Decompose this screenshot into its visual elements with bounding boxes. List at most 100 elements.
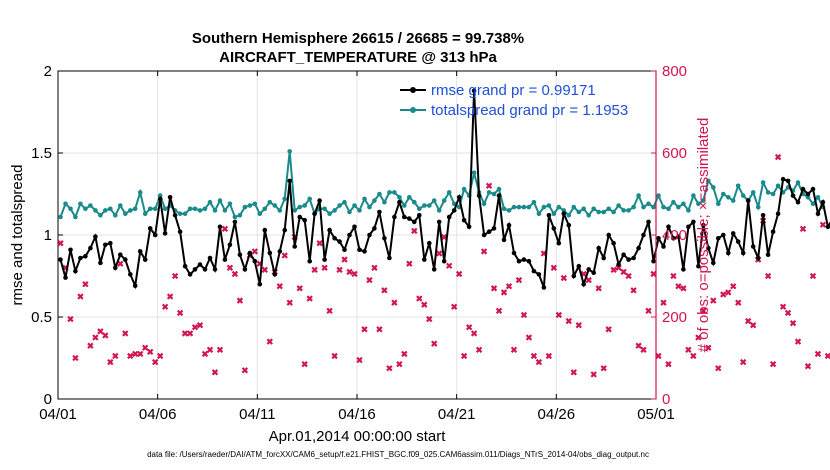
rmse-point [481,232,487,238]
obs-assimilated-point [206,346,214,353]
obs-assimilated-point [505,283,513,290]
obs-assimilated-point [191,324,199,331]
totalspread-point [795,180,801,185]
totalspread-point [446,190,452,195]
totalspread-point [108,206,113,212]
totalspread-point [726,195,731,200]
obs-assimilated-point [426,315,433,323]
rmse-point [257,281,263,287]
totalspread-point [676,204,681,210]
obs-assimilated-point [351,270,358,278]
totalspread-point [247,203,253,208]
totalspread-series [58,149,826,220]
obs-assimilated-point [301,360,308,368]
totalspread-point [666,206,671,212]
obs-assimilated-point [436,250,443,257]
obs-assimilated-point [630,287,637,294]
rmse-point [566,222,572,228]
totalspread-point [471,170,477,175]
obs-assimilated-point [241,367,249,374]
totalspread-point [496,186,502,192]
obs-assimilated-point [625,272,632,280]
obs-assimilated-point [346,268,353,276]
rmse-point [760,213,766,218]
rmse-point [820,199,826,205]
totalspread-point [257,211,263,216]
obs-assimilated-point [590,371,597,378]
totalspread-point [611,209,616,215]
obs-assimilated-point [316,240,323,247]
rmse-point [108,240,113,246]
totalspread-point [322,206,327,212]
obs-assimilated-point [366,276,373,284]
rmse-point [172,213,178,218]
obs-assimilated-point [216,346,224,353]
rmse-point [641,232,646,238]
totalspread-point [606,206,611,212]
totalspread-point [750,190,756,195]
rmse-point [755,255,761,261]
rmse-point [237,252,243,257]
rmse-point [431,267,437,272]
totalspread-point [546,203,552,208]
totalspread-point [701,198,706,203]
totalspread-point [302,203,308,208]
obs-assimilated-point [147,348,154,356]
rmse-point [596,245,601,251]
obs-assimilated-point [535,358,543,366]
totalspread-point [113,213,118,218]
obs-assimilated-point [645,307,652,315]
totalspread-point [765,190,771,195]
obs-assimilated-point [102,332,109,339]
obs-assimilated-point [814,350,822,358]
totalspread-point [292,208,298,213]
obs-assimilated-point [411,227,418,235]
rmse-point [706,245,711,251]
obs-assimilated-point [151,358,159,366]
totalspread-point [177,211,183,216]
rmse-point [611,240,616,246]
obs-assimilated-point [779,303,787,310]
obs-assimilated-point [321,264,328,271]
totalspread-point [118,203,123,208]
rmse-point [422,257,427,262]
obs-assimilated-point [112,352,119,360]
totalspread-point [93,208,98,213]
rmse-point [800,186,806,192]
obs-assimilated-point [286,299,293,306]
y-tick-label-right: 600 [662,145,687,162]
rmse-point [93,234,98,239]
rmse-point [377,209,382,215]
totalspread-point [601,209,606,215]
totalspread-point [342,199,347,205]
rmse-point [212,267,218,272]
obs-assimilated-point [824,352,830,360]
totalspread-point [591,206,596,212]
totalspread-point [417,206,422,212]
totalspread-point [367,204,372,210]
rmse-point [716,236,721,241]
obs-assimilated-point [132,350,139,358]
rmse-point [402,214,407,220]
rmse-point [297,214,303,220]
totalspread-point [412,199,417,205]
totalspread-point [58,214,63,220]
obs-assimilated-point [92,334,99,341]
totalspread-point [352,203,357,208]
obs-assimilated-point [495,307,503,315]
totalspread-point [646,201,651,207]
totalspread-point [187,206,193,212]
obs-assimilated-point [705,344,712,351]
rmse-point [267,250,273,256]
rmse-point [252,258,258,264]
totalspread-point [491,191,497,197]
totalspread-point [511,204,517,210]
totalspread-point [721,191,726,197]
obs-assimilated-point [675,283,682,290]
obs-assimilated-point [186,330,194,337]
rmse-point [576,263,582,269]
totalspread-point [372,198,377,203]
rmse-point [362,249,367,254]
obs-assimilated-point [331,352,338,360]
rmse-point [621,252,626,257]
